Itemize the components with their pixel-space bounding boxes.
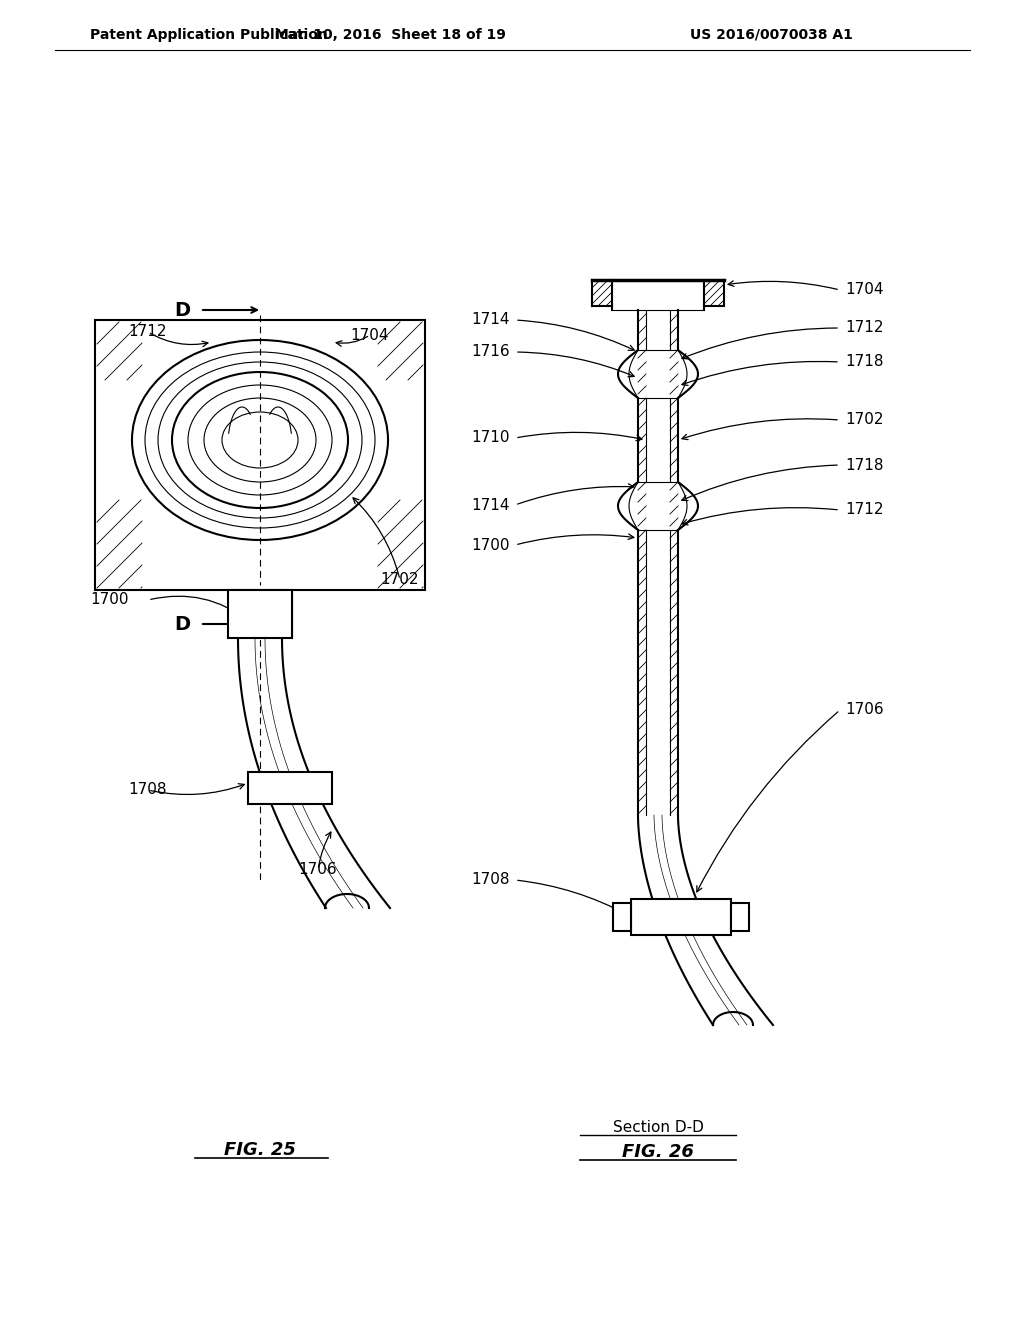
Text: 1708: 1708 — [471, 873, 510, 887]
Text: 1712: 1712 — [129, 325, 167, 339]
Text: US 2016/0070038 A1: US 2016/0070038 A1 — [690, 28, 853, 42]
Bar — [731, 903, 750, 931]
Text: 1708: 1708 — [129, 783, 167, 797]
Text: D: D — [174, 301, 190, 319]
Text: 1702: 1702 — [845, 412, 884, 428]
Text: 1700: 1700 — [471, 537, 510, 553]
Text: FIG. 25: FIG. 25 — [224, 1140, 296, 1159]
Text: 1718: 1718 — [845, 355, 884, 370]
Text: 1712: 1712 — [845, 503, 884, 517]
Bar — [95, 319, 425, 590]
Text: 1718: 1718 — [845, 458, 884, 473]
Text: Patent Application Publication: Patent Application Publication — [90, 28, 328, 42]
Text: 1710: 1710 — [471, 430, 510, 446]
Text: 1712: 1712 — [845, 321, 884, 335]
Text: 1700: 1700 — [91, 593, 129, 607]
Text: Section D-D: Section D-D — [612, 1121, 703, 1135]
Bar — [631, 899, 731, 935]
Bar — [228, 590, 292, 638]
Text: 1704: 1704 — [845, 282, 884, 297]
Text: 1714: 1714 — [471, 498, 510, 512]
Text: FIG. 26: FIG. 26 — [622, 1143, 694, 1162]
Text: Mar. 10, 2016  Sheet 18 of 19: Mar. 10, 2016 Sheet 18 of 19 — [274, 28, 506, 42]
Text: D: D — [174, 615, 190, 634]
Text: 1706: 1706 — [299, 862, 337, 878]
Text: 1716: 1716 — [471, 345, 510, 359]
Text: 1702: 1702 — [381, 573, 419, 587]
Bar — [613, 903, 631, 931]
Text: 1714: 1714 — [471, 313, 510, 327]
Bar — [248, 772, 332, 804]
Text: 1706: 1706 — [845, 702, 884, 718]
Text: 1704: 1704 — [351, 327, 389, 342]
